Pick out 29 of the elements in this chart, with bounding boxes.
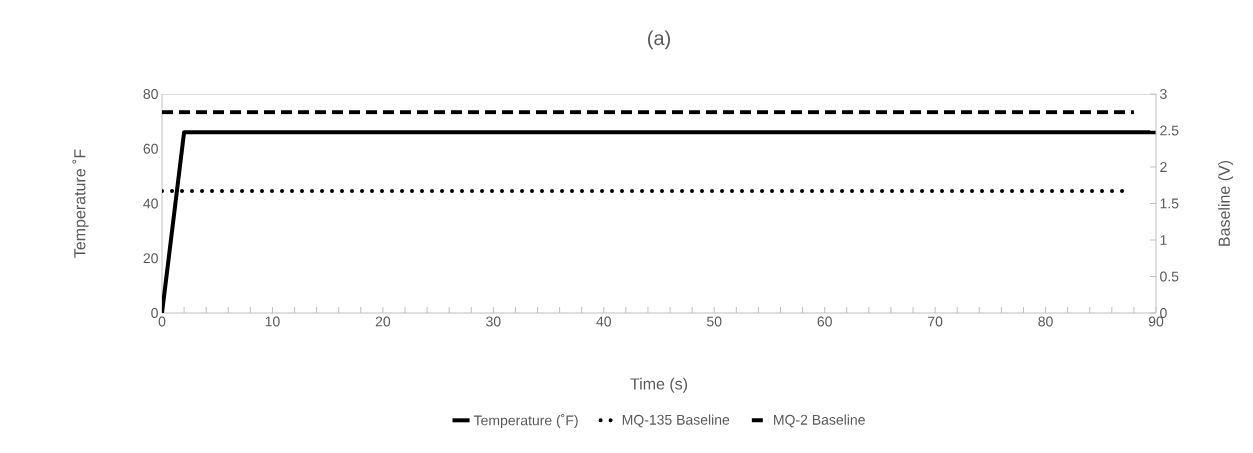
y2-axis-title: Baseline (V) bbox=[1218, 160, 1234, 246]
chart-title: (a) bbox=[648, 30, 670, 50]
y2-tick-label: 3 bbox=[1160, 89, 1167, 99]
y2-tick-label: 0.5 bbox=[1160, 271, 1179, 282]
y-tick-label: 0 bbox=[151, 308, 158, 318]
y2-tick-label: 1 bbox=[1160, 235, 1167, 245]
y-tick-label: 60 bbox=[143, 143, 158, 154]
x-tick-label: 10 bbox=[265, 316, 280, 327]
y-axis-title: Temperature ˚F bbox=[72, 149, 89, 258]
x-tick-label: 50 bbox=[707, 316, 722, 327]
y2-tick-label: 2.5 bbox=[1160, 125, 1179, 136]
x-tick-label: 70 bbox=[928, 316, 943, 327]
x-axis-title: Time (s) bbox=[630, 377, 688, 393]
legend-label: MQ-135 Baseline bbox=[622, 414, 730, 428]
x-tick-label: 30 bbox=[486, 316, 501, 327]
y-tick-label: 20 bbox=[143, 253, 158, 264]
y2-tick-label: 2 bbox=[1160, 162, 1167, 172]
y-tick-label: 80 bbox=[143, 89, 158, 99]
x-tick-label: 80 bbox=[1038, 316, 1053, 327]
legend-label: MQ-2 Baseline bbox=[774, 414, 865, 428]
x-tick-label: 40 bbox=[596, 316, 612, 327]
x-tick-label: 20 bbox=[375, 316, 391, 327]
legend-label: Temperature (˚F) bbox=[473, 413, 578, 429]
x-tick-label: 90 bbox=[1148, 316, 1164, 327]
y2-tick-label: 0 bbox=[1160, 308, 1167, 318]
x-tick-label: 0 bbox=[158, 316, 166, 327]
x-tick-label: 60 bbox=[817, 316, 832, 327]
y2-tick-label: 1.5 bbox=[1160, 198, 1179, 209]
y-tick-label: 40 bbox=[143, 198, 158, 209]
